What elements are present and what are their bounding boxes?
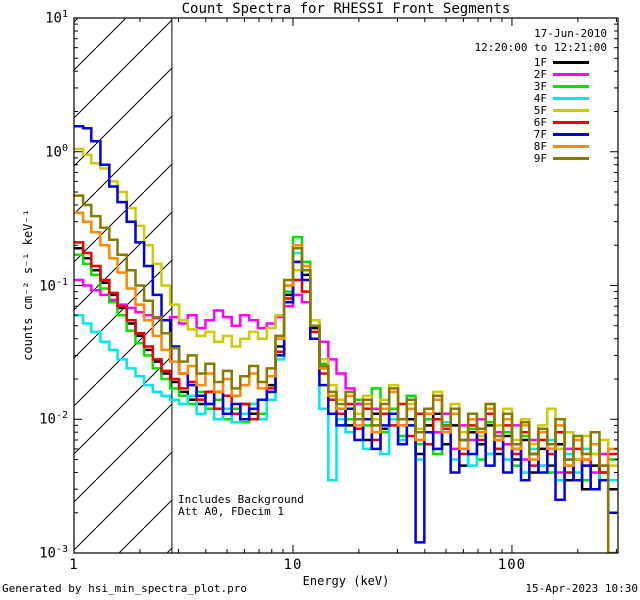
annotation-block: Includes Background Att A0, FDecim 1: [178, 494, 304, 518]
legend-label-5F: 5F: [533, 103, 547, 117]
axis-ticks: [73, 17, 618, 554]
series-path-7F: [74, 125, 618, 544]
chart-title: Count Spectra for RHESSI Front Segments: [181, 1, 511, 17]
legend-label-9F: 9F: [533, 151, 547, 165]
legend-row-1F: 1F: [533, 55, 589, 69]
legend-label-3F: 3F: [533, 79, 547, 93]
y-axis-title: counts cm⁻² s⁻¹ keV⁻¹: [21, 209, 35, 361]
legend-row-2F: 2F: [533, 67, 589, 81]
legend: 1F 2F 3F 4F 5F 6F 7F 8F 9F: [533, 55, 589, 165]
y-tick-label-10e-3: 10-3: [39, 544, 68, 562]
y-tick-label-10e0: 100: [45, 142, 68, 161]
legend-row-7F: 7F: [533, 127, 589, 141]
x-axis-title: Energy (keV): [302, 574, 390, 588]
y-tick-label-10e-2: 10-2: [39, 410, 68, 428]
legend-swatch-5F: [553, 108, 589, 112]
legend-label-4F: 4F: [533, 91, 547, 105]
y-tick-label-10e-1: 10-1: [39, 276, 68, 295]
legend-row-5F: 5F: [533, 103, 589, 117]
legend-swatch-3F: [553, 84, 589, 88]
legend-label-2F: 2F: [533, 67, 547, 81]
footer-generator-label: Generated by hsi_min_spectra_plot.pro: [2, 582, 248, 595]
y-tick-label-10e1: 101: [45, 9, 68, 27]
legend-swatch-6F: [553, 120, 589, 124]
legend-swatch-7F: [553, 132, 589, 136]
legend-swatch-9F: [553, 156, 589, 160]
footer-timestamp: 15-Apr-2023 10:30: [525, 582, 638, 595]
series-path-9F: [74, 194, 618, 553]
legend-swatch-1F: [553, 60, 589, 64]
legend-label-1F: 1F: [533, 55, 547, 69]
observation-header: 17-Jun-2010 12:20:00 to 12:21:00: [475, 27, 607, 55]
legend-swatch-8F: [553, 144, 589, 148]
legend-row-6F: 6F: [533, 115, 589, 129]
x-tick-label-1: 1: [69, 557, 79, 573]
annotation-background: Includes Background: [178, 493, 304, 506]
observation-time-range: 12:20:00 to 12:21:00: [474, 41, 607, 54]
observation-date: 17-Jun-2010: [534, 27, 607, 40]
legend-label-7F: 7F: [533, 127, 547, 141]
legend-row-4F: 4F: [533, 91, 589, 105]
legend-swatch-2F: [553, 72, 589, 76]
annotation-attenuator: Att A0, FDecim 1: [178, 505, 284, 518]
legend-row-3F: 3F: [533, 79, 589, 93]
legend-label-8F: 8F: [533, 139, 547, 153]
legend-row-9F: 9F: [533, 151, 589, 165]
x-tick-label-10: 10: [283, 557, 303, 573]
x-tick-label-100: 100: [497, 557, 527, 573]
legend-swatch-4F: [553, 96, 589, 100]
legend-row-8F: 8F: [533, 139, 589, 153]
legend-label-6F: 6F: [533, 115, 547, 129]
